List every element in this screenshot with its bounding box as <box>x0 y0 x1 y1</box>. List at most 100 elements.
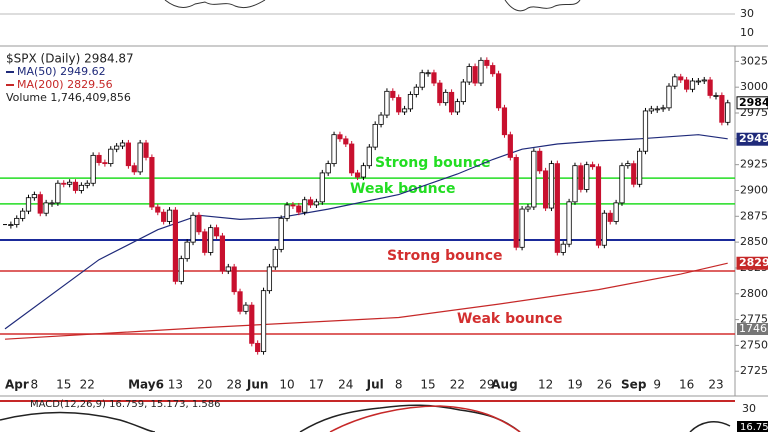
candle <box>143 142 149 158</box>
candle <box>684 79 690 90</box>
candle <box>619 165 625 204</box>
upper-curve <box>504 0 581 12</box>
candle <box>319 172 325 203</box>
y-tick-label: 2725 <box>740 364 768 377</box>
candle <box>243 304 249 312</box>
candle <box>654 108 660 111</box>
candle <box>666 85 672 109</box>
candle <box>507 134 513 158</box>
x-tick-label: 12 <box>538 378 553 392</box>
candle <box>31 194 37 199</box>
candle <box>272 248 278 268</box>
candle <box>255 342 261 353</box>
candle <box>401 108 408 113</box>
candle <box>419 72 425 88</box>
candle <box>413 86 419 95</box>
candle <box>678 76 684 81</box>
candle <box>613 202 619 222</box>
candle <box>660 107 666 110</box>
x-tick-label: Apr <box>5 378 29 392</box>
y-tick-label: 2850 <box>740 235 768 248</box>
candle <box>37 194 43 214</box>
candle <box>55 182 61 204</box>
x-tick-label: 23 <box>708 378 723 392</box>
x-tick-label: 9 <box>653 378 661 392</box>
x-tick-label: 20 <box>197 378 212 392</box>
candle <box>495 73 502 109</box>
x-tick-label: 8 <box>395 378 403 392</box>
candle <box>49 202 55 205</box>
candle <box>349 143 355 174</box>
x-tick-label: 22 <box>80 378 95 392</box>
candle <box>260 290 267 353</box>
y-tick-label: 2900 <box>740 183 768 196</box>
candle <box>25 197 32 212</box>
candle <box>448 91 455 113</box>
candle <box>407 94 414 110</box>
x-tick-label: Jun <box>246 378 269 392</box>
candle <box>307 199 314 206</box>
macd-signal <box>329 405 521 432</box>
candle <box>84 182 90 186</box>
candle <box>125 142 131 167</box>
candle <box>437 82 443 104</box>
candle <box>478 59 484 84</box>
candle <box>531 150 537 208</box>
candle <box>155 206 161 213</box>
candle <box>343 138 349 145</box>
candle <box>384 90 390 116</box>
price-tag-label: 2949 <box>739 132 768 145</box>
macd-tag <box>737 421 768 432</box>
candle <box>290 204 296 207</box>
candle <box>313 201 320 206</box>
x-tick-label: 26 <box>597 378 612 392</box>
candle <box>202 231 208 253</box>
candle <box>278 217 284 250</box>
upper-axis-label: 10 <box>740 26 754 39</box>
y-tick-label: 2800 <box>740 287 768 300</box>
candle <box>542 170 549 209</box>
candle <box>131 165 137 173</box>
candle <box>648 108 654 112</box>
candle <box>114 145 120 150</box>
candle <box>231 266 237 293</box>
candle <box>190 214 196 243</box>
legend-label: MA(200) 2829.56 <box>17 78 113 91</box>
price-tag-label: 2829 <box>739 256 768 269</box>
candle <box>707 79 713 96</box>
candle <box>501 107 508 136</box>
x-tick-label: Sep <box>621 378 647 392</box>
ma-line <box>4 134 728 330</box>
candle <box>249 304 255 344</box>
x-tick-label: 15 <box>56 378 71 392</box>
level-label: Weak bounce <box>350 181 455 197</box>
candle <box>672 76 678 87</box>
ma-line <box>4 262 728 340</box>
macd-axis-label: 30 <box>742 402 756 415</box>
price-tag-label: 2984 <box>739 96 768 109</box>
candle <box>637 150 643 185</box>
candle <box>378 114 384 125</box>
candle <box>396 97 402 113</box>
x-tick-label: 15 <box>420 378 435 392</box>
x-tick-label: 22 <box>450 378 465 392</box>
y-tick-label: 3025 <box>740 54 768 67</box>
macd-curve <box>299 404 521 432</box>
candle <box>90 154 96 184</box>
candle <box>78 184 84 191</box>
x-tick-label: 13 <box>168 378 183 392</box>
volume-tag <box>737 323 768 335</box>
candle <box>537 150 543 172</box>
macd-title: MACD(12,26,9) 16.759, 15.173, 1.586 <box>30 399 220 410</box>
x-tick-label: 17 <box>309 378 324 392</box>
candle <box>490 65 496 75</box>
candle <box>472 66 478 84</box>
candle <box>196 214 202 233</box>
level-label: Weak bounce <box>457 311 562 327</box>
candle <box>454 101 461 113</box>
candle <box>607 212 613 222</box>
candle <box>513 157 519 248</box>
candle <box>578 165 584 190</box>
price-tag <box>736 256 768 270</box>
